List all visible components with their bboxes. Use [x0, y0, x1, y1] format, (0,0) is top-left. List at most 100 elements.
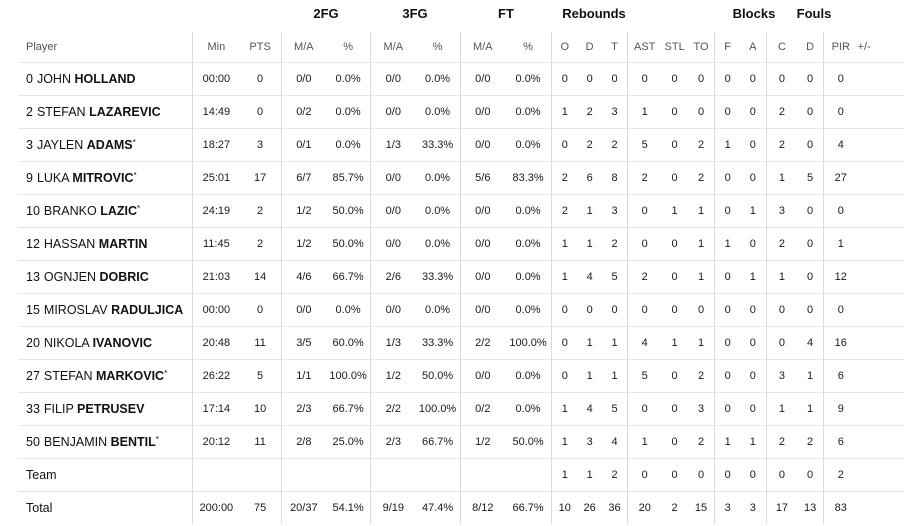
player-first-name[interactable]: JAYLEN — [36, 138, 84, 152]
col-blk-a[interactable]: A — [749, 41, 757, 53]
col-plus-minus[interactable]: +/- — [857, 41, 871, 53]
player-last-name[interactable]: PETRUSEV — [77, 402, 145, 416]
col-to[interactable]: TO — [693, 41, 709, 53]
player-row[interactable]: 2 STEFAN LAZAREVIC 14:49 0 0/2 0.0% 0/0 0.0% 0/0… — [18, 95, 904, 129]
col-3fg-ma[interactable]: M/A — [370, 32, 416, 63]
player-first-name[interactable]: MIROSLAV — [43, 303, 108, 317]
player-last-name[interactable]: RADULJICA — [111, 303, 184, 317]
blk-f-cell: 0 — [714, 260, 740, 294]
ft-ma-cell: 2/2 — [459, 326, 505, 360]
col-reb-o[interactable]: O — [551, 32, 578, 63]
fg2-pct-cell: 100.0% — [325, 359, 371, 393]
player-row[interactable]: 13 OGNJEN DOBRIC 21:03 14 4/6 66.7% 2/6 33.3% 0/… — [18, 260, 904, 294]
player-last-name[interactable]: HOLLAND — [74, 72, 136, 86]
player-row[interactable]: 20 NIKOLA IVANOVIC 20:48 11 3/5 60.0% 1/3 33.3%… — [18, 326, 904, 360]
fg3-ma-cell: 0/0 — [370, 161, 416, 195]
jersey-number: 10 — [26, 204, 40, 218]
to-cell: 1 — [687, 227, 715, 261]
player-last-name[interactable]: MITROVIC — [72, 171, 134, 185]
reb-d-cell: 0 — [577, 62, 603, 96]
col-ft-ma[interactable]: M/A — [459, 32, 505, 63]
fg3-ma-cell: 0/0 — [370, 194, 416, 228]
fg2-pct-cell: 50.0% — [325, 227, 371, 261]
fg2-pct-cell: 25.0% — [325, 425, 371, 459]
reb-d-cell: 0 — [577, 293, 603, 327]
player-row[interactable]: 9 LUKA MITROVIC* 25:01 17 6/7 85.7% 0/0 0.0% 5/6… — [18, 161, 904, 195]
col-pir[interactable]: PIR — [822, 32, 858, 63]
player-last-name[interactable]: MARKOVIC — [96, 369, 165, 383]
foul-c-cell: 1 — [765, 161, 798, 195]
player-row[interactable]: 15 MIROSLAV RADULJICA 00:00 0 0/0 0.0% 0/0 0.0%… — [18, 293, 904, 327]
reb-o-cell: 0 — [551, 128, 578, 162]
player-last-name[interactable]: IVANOVIC — [92, 336, 153, 350]
player-first-name[interactable]: BENJAMIN — [43, 435, 108, 449]
player-last-name[interactable]: DOBRIC — [99, 270, 149, 284]
ft-ma-cell: 0/0 — [459, 260, 505, 294]
player-first-name[interactable]: NIKOLA — [43, 336, 90, 350]
player-first-name[interactable]: BRANKO — [43, 204, 97, 218]
player-row[interactable]: 3 JAYLEN ADAMS* 18:27 3 0/1 0.0% 1/3 33.3% 0/0 0.… — [18, 128, 904, 162]
blk-f-cell: 0 — [714, 293, 740, 327]
player-first-name[interactable]: LUKA — [36, 171, 69, 185]
col-reb-t[interactable]: T — [611, 41, 618, 53]
player-first-name[interactable]: OGNJEN — [43, 270, 96, 284]
col-min[interactable]: Min — [192, 32, 240, 63]
player-first-name[interactable]: STEFAN — [43, 369, 93, 383]
reb-o-cell: 2 — [551, 161, 578, 195]
col-ft-pct[interactable]: % — [523, 41, 533, 53]
blk-f-cell: 0 — [714, 62, 740, 96]
player-first-name[interactable]: JOHN — [36, 72, 71, 86]
stl-cell: 0 — [661, 161, 688, 195]
col-3fg-pct[interactable]: % — [432, 41, 443, 53]
player-row[interactable]: 50 BENJAMIN BENTIL* 20:12 11 2/8 25.0% 2/3 66.7… — [18, 425, 904, 459]
player-row[interactable]: 33 FILIP PETRUSEV 17:14 10 2/3 66.7% 2/2 100.0%… — [18, 392, 904, 426]
col-player[interactable]: Player — [26, 41, 58, 53]
fg3-ma-cell: 1/3 — [370, 128, 416, 162]
col-stl[interactable]: STL — [664, 41, 685, 53]
fg3-pct-cell: 66.7% — [415, 425, 461, 459]
empty-cell — [280, 458, 326, 492]
total-reb-d-cell: 26 — [577, 491, 603, 524]
stl-cell: 1 — [661, 326, 688, 360]
pts-cell: 14 — [239, 260, 282, 294]
team-row: Team 1 1 2 0 0 0 0 0 0 0 2 — [18, 458, 904, 492]
player-last-name[interactable]: MARTIN — [98, 237, 148, 251]
fg3-ma-cell: 0/0 — [370, 62, 416, 96]
reb-o-cell: 1 — [551, 425, 578, 459]
col-2fg-ma[interactable]: M/A — [280, 32, 326, 63]
empty-cell — [192, 458, 240, 492]
col-blk-f[interactable]: F — [714, 32, 740, 63]
stl-cell: 0 — [661, 128, 688, 162]
reb-t-cell: 0 — [602, 62, 628, 96]
player-first-name[interactable]: HASSAN — [43, 237, 96, 251]
reb-o-cell: 0 — [551, 359, 578, 393]
min-cell: 20:12 — [192, 425, 240, 459]
pir-cell: 0 — [822, 62, 858, 96]
col-2fg-pct[interactable]: % — [343, 41, 353, 53]
foul-d-cell: 0 — [797, 128, 824, 162]
player-row[interactable]: 12 HASSAN MARTIN 11:45 2 1/2 50.0% 0/0 0.0% 0/0 0… — [18, 227, 904, 261]
player-last-name[interactable]: BENTIL — [110, 435, 156, 449]
col-reb-d[interactable]: D — [585, 41, 594, 53]
fg2-ma-cell: 1/1 — [280, 359, 326, 393]
player-last-name[interactable]: LAZIC — [100, 204, 137, 218]
col-pts[interactable]: PTS — [249, 41, 271, 53]
foul-c-cell: 3 — [765, 194, 798, 228]
jersey-number: 13 — [26, 270, 40, 284]
pts-cell: 11 — [239, 425, 282, 459]
player-row[interactable]: 27 STEFAN MARKOVIC* 26:22 5 1/1 100.0% 1/2 50.0… — [18, 359, 904, 393]
player-last-name[interactable]: ADAMS — [86, 138, 133, 152]
player-first-name[interactable]: STEFAN — [36, 105, 86, 119]
player-row[interactable]: 0 JOHN HOLLAND 00:00 0 0/0 0.0% 0/0 0.0% 0/0 0.0%… — [18, 62, 904, 96]
empty-cell — [857, 458, 904, 492]
col-ast[interactable]: AST — [626, 32, 662, 63]
foul-d-cell: 0 — [797, 62, 824, 96]
player-first-name[interactable]: FILIP — [43, 402, 74, 416]
player-row[interactable]: 10 BRANKO LAZIC* 24:19 2 1/2 50.0% 0/0 0.0% 0/0 0… — [18, 194, 904, 228]
col-foul-d[interactable]: D — [806, 41, 815, 53]
col-foul-c[interactable]: C — [765, 32, 798, 63]
group-header-fouls: Fouls — [796, 6, 832, 21]
reb-t-cell: 1 — [602, 359, 628, 393]
player-last-name[interactable]: LAZAREVIC — [89, 105, 161, 119]
player-name-cell: 12 HASSAN MARTIN — [18, 227, 193, 261]
